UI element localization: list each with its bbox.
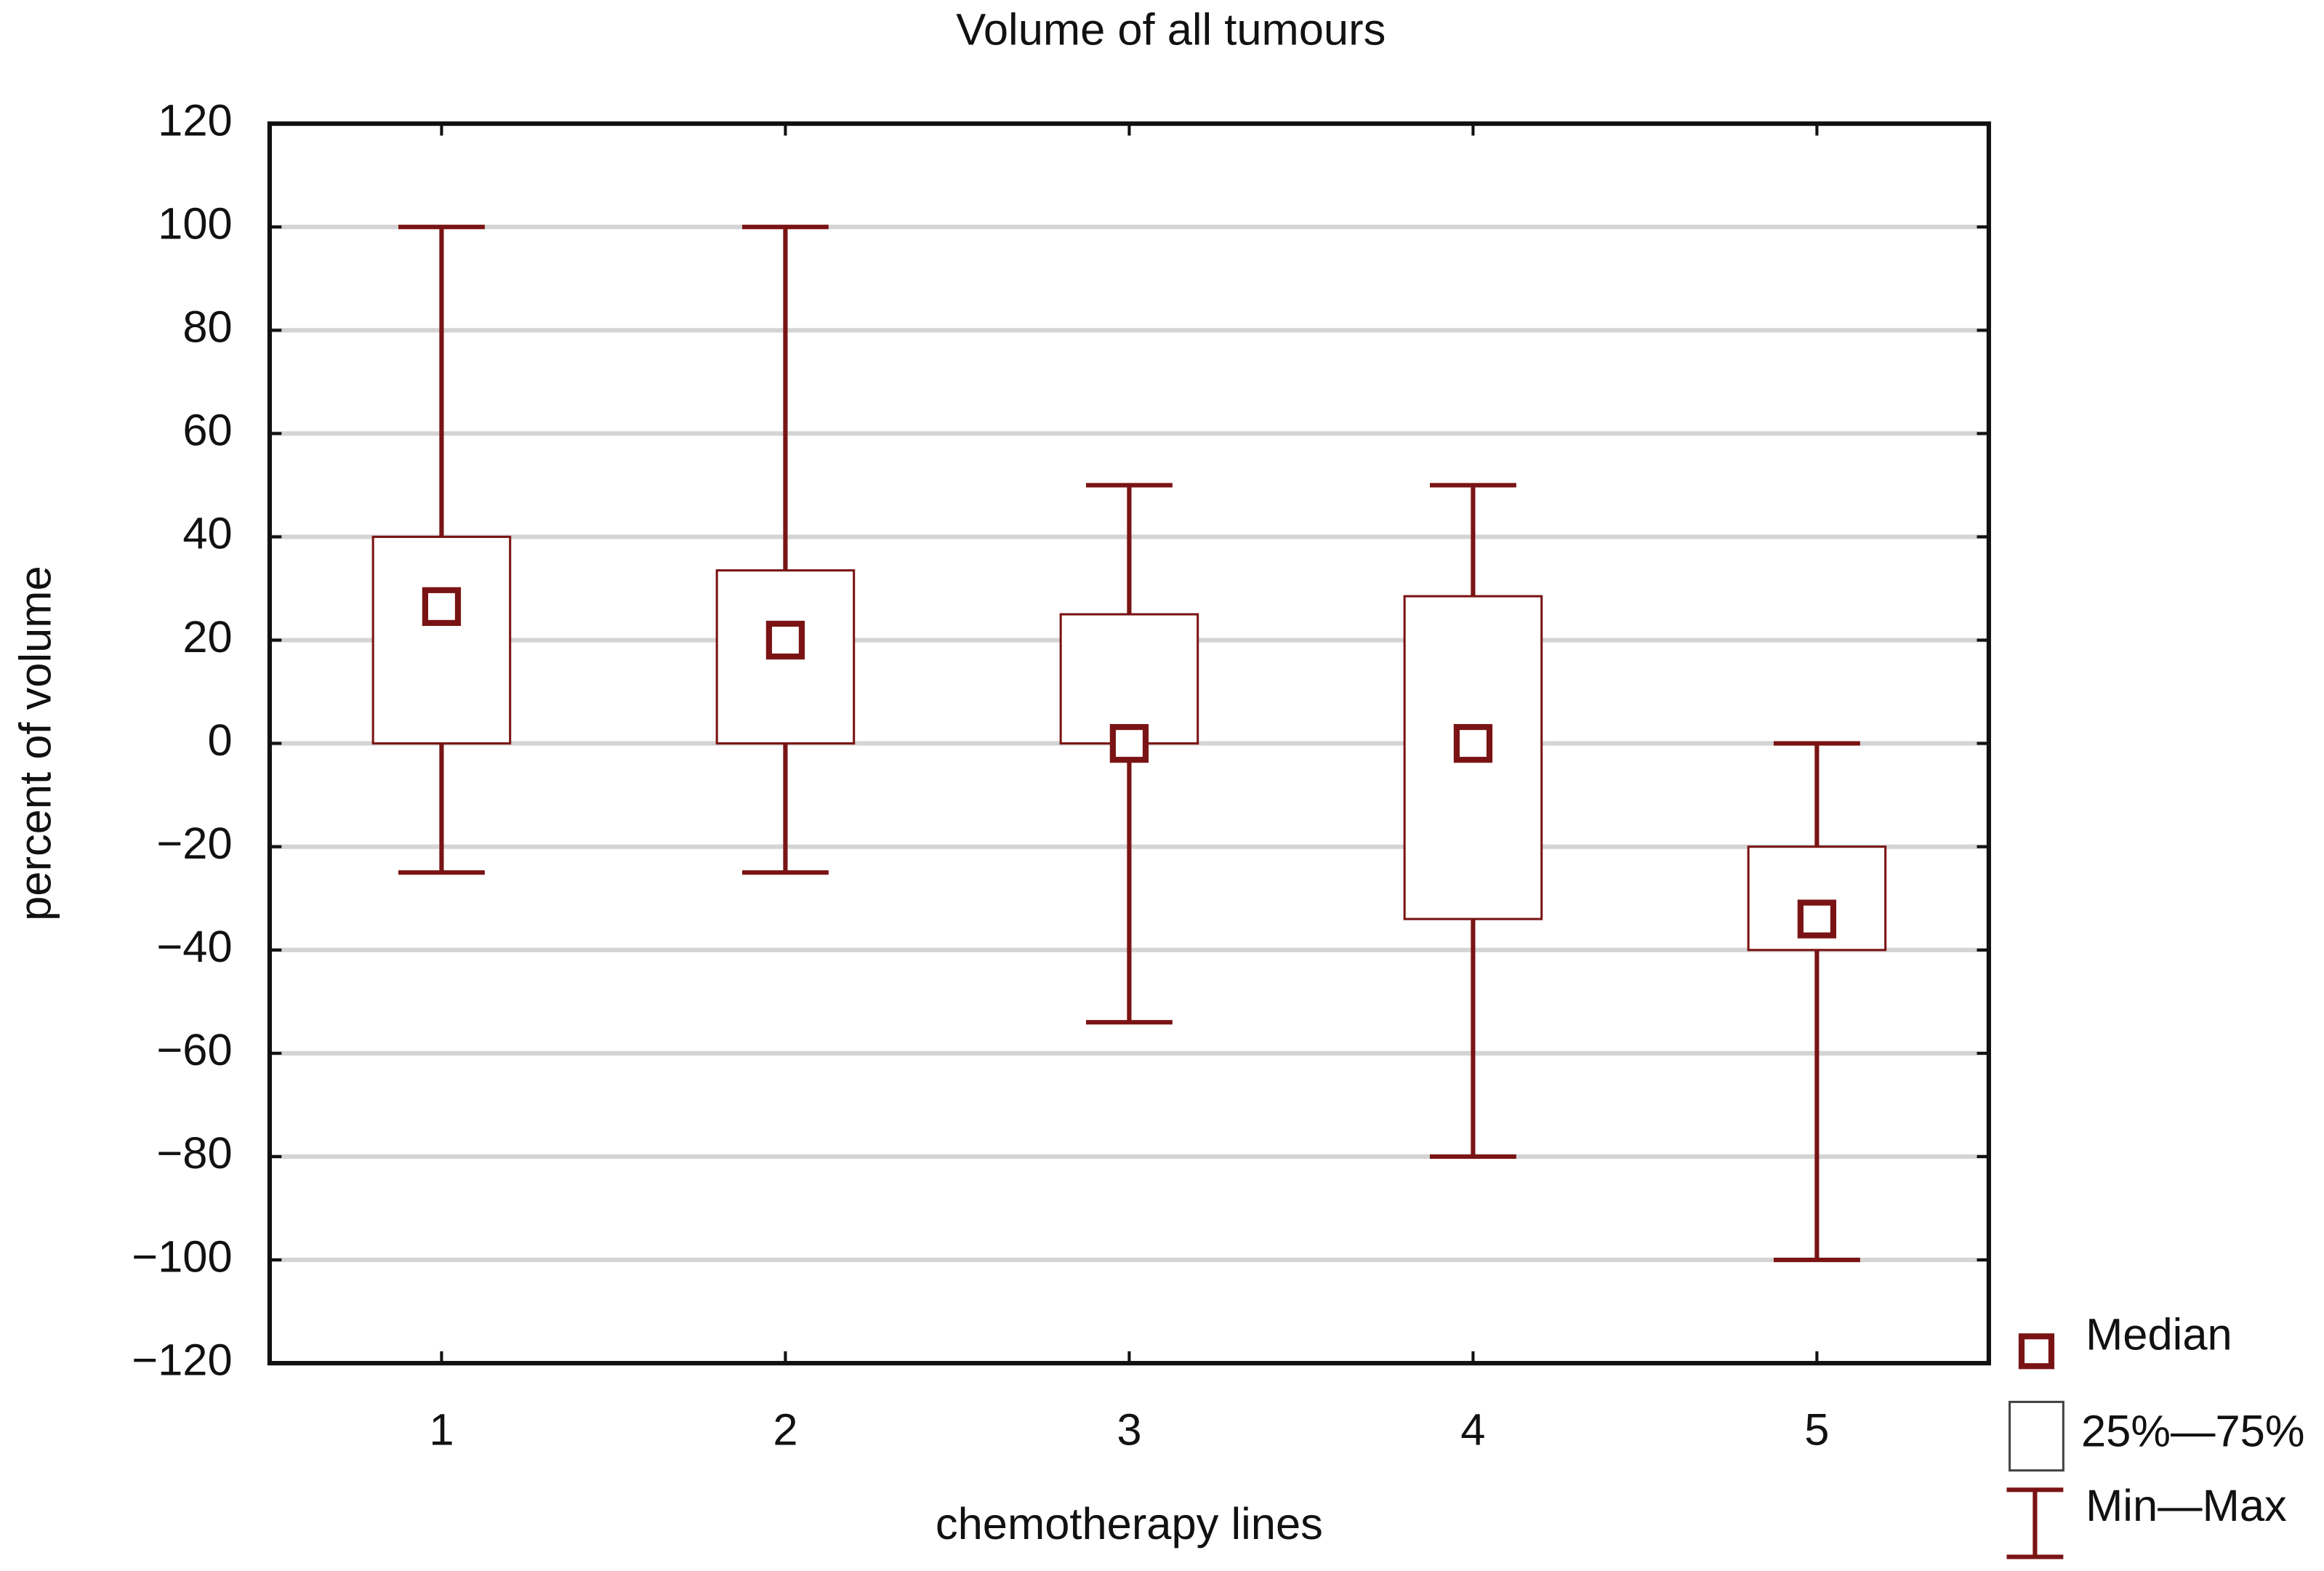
y-tick-label: −60 (156, 1025, 232, 1075)
x-axis-label: chemotherapy lines (936, 1499, 1323, 1549)
median-marker (765, 620, 805, 660)
y-tick-label: 60 (182, 406, 232, 456)
x-tick-label: 1 (429, 1405, 454, 1455)
x-tick-label: 4 (1460, 1405, 1485, 1455)
y-tick-label: −100 (132, 1232, 232, 1282)
x-tick-label: 2 (773, 1405, 797, 1455)
y-tick-label: 20 (182, 612, 232, 662)
x-tick-label: 3 (1117, 1405, 1141, 1455)
y-tick-label: −120 (132, 1335, 232, 1385)
y-tick-label: 40 (182, 509, 232, 559)
y-axis-label: percent of volume (11, 566, 61, 921)
median-marker (1797, 899, 1837, 939)
y-tick-label: −20 (156, 819, 232, 869)
y-tick-label: 100 (158, 198, 233, 249)
y-tick-label: 80 (182, 302, 232, 352)
legend-median-label: Median (2086, 1310, 2232, 1360)
y-tick-label: −80 (156, 1128, 232, 1178)
y-tick-label: 120 (158, 95, 233, 145)
box (371, 535, 512, 745)
median-marker (422, 587, 462, 626)
legend-box-label: 25%—75% (2081, 1407, 2305, 1457)
median-marker (1109, 723, 1149, 763)
legend-median-symbol (2018, 1333, 2055, 1370)
chart-title: Volume of all tumours (956, 4, 1386, 55)
legend-whisker-label: Min—Max (2086, 1481, 2287, 1531)
median-marker (1453, 723, 1493, 763)
y-tick-label: −40 (156, 922, 232, 972)
y-tick-label: 0 (208, 715, 233, 766)
legend-box-symbol (2009, 1400, 2064, 1472)
box (1059, 613, 1199, 745)
x-tick-label: 5 (1804, 1405, 1829, 1455)
